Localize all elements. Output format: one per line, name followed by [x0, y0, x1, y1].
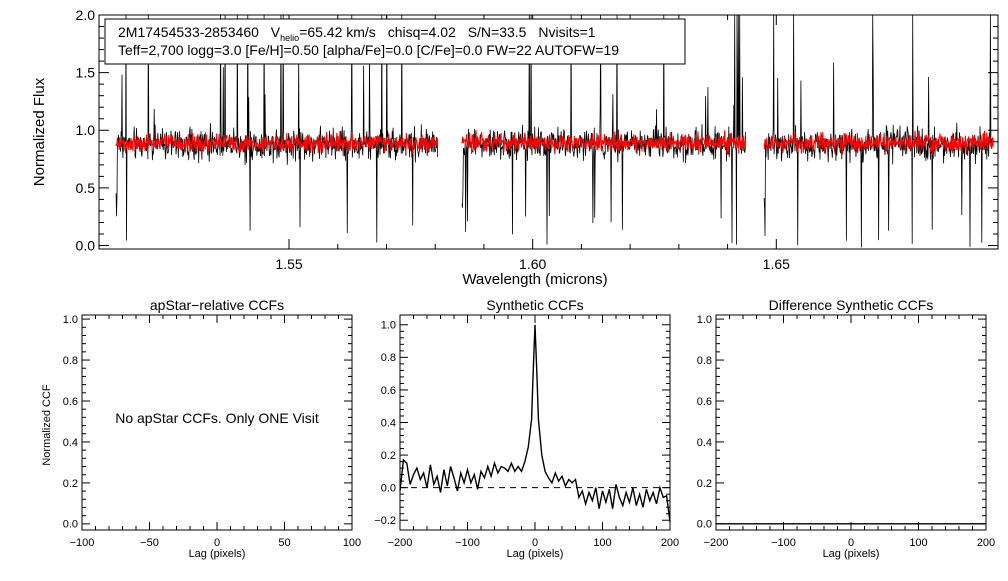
- y-tick-label: 1.0: [381, 320, 396, 332]
- legend-snr: S/N=33.5: [468, 24, 527, 40]
- spectrum-series-group: [115, 14, 994, 248]
- y-tick-label: 1.0: [76, 122, 96, 138]
- y-tick-label: 0.8: [63, 355, 78, 367]
- synthetic-x-label: Lag (pixels): [507, 548, 564, 560]
- apstar-title: apStar−relative CCFs: [150, 297, 284, 313]
- apstar-axis-ticks: −100 −50 0 50 100 0.0 0.2 0.4 0.6 0.8 1.0: [63, 314, 361, 549]
- spectrum-x-label: Wavelength (microns): [462, 271, 607, 288]
- spectrum-panel: 1.55 1.60 1.65 0.0 0.5 1.0 1.5 2.0 Normalized F…: [31, 7, 999, 288]
- x-tick-label: −100: [771, 537, 796, 549]
- difference-x-label: Lag (pixels): [823, 548, 880, 560]
- spectrum-plot-frame: [98, 14, 999, 250]
- observed-spectrum-line-chip-3: [763, 14, 994, 248]
- x-tick-label: 100: [343, 537, 361, 549]
- synthetic-axis-ticks: −200 −100 0 100 200 −0.2 0.0 0.2 0.4 0.6 0.8 1.0: [374, 315, 679, 549]
- y-tick-label: 0.6: [63, 396, 78, 408]
- y-tick-label: 1.0: [63, 314, 78, 326]
- y-tick-label: 0.0: [381, 483, 396, 495]
- synthetic-plot-frame: [399, 314, 671, 531]
- x-tick-label: 0: [848, 537, 854, 549]
- y-tick-label: 0.0: [697, 519, 712, 531]
- y-tick-label: 0.6: [697, 396, 712, 408]
- y-tick-label: 0.2: [381, 450, 396, 462]
- y-tick-label: 1.0: [697, 314, 712, 326]
- synthetic-title: Synthetic CCFs: [486, 297, 583, 313]
- y-tick-label: 0.4: [697, 437, 712, 449]
- model-spectrum-line-chip-3: [763, 130, 994, 155]
- x-tick-label: 100: [909, 537, 927, 549]
- y-tick-label: 0.8: [381, 352, 396, 364]
- y-tick-label: 0.6: [381, 385, 396, 397]
- x-tick-label: 50: [278, 537, 290, 549]
- x-tick-label: −200: [704, 537, 729, 549]
- legend-v-subscript: helio: [280, 33, 299, 43]
- y-tick-label: 0.0: [63, 519, 78, 531]
- synthetic-ccf-line: [399, 324, 671, 522]
- legend-frame: [104, 18, 686, 65]
- x-tick-label: 1.55: [275, 256, 302, 272]
- x-tick-label: −100: [455, 537, 480, 549]
- apstar-y-label: Normalized CCF: [41, 384, 53, 466]
- spectrum-legend-box: 2M17454533-2853460 Vhelio=65.42 km/s chi…: [104, 18, 686, 65]
- apstar-ccf-panel: apStar−relative CCFs −100 −50 0 50 100 0.0 0.2…: [41, 297, 361, 560]
- x-tick-label: 0: [214, 537, 220, 549]
- legend-star-id: 2M17454533-2853460: [118, 24, 259, 40]
- x-tick-label: 1.65: [763, 256, 790, 272]
- difference-ccf-panel: Difference Synthetic CCFs −200 −100 0 100 20…: [697, 297, 995, 560]
- x-tick-label: −100: [70, 537, 95, 549]
- difference-plot-frame: [715, 314, 987, 531]
- x-tick-label: 200: [661, 537, 679, 549]
- x-tick-label: −200: [388, 537, 413, 549]
- x-tick-label: 100: [593, 537, 611, 549]
- y-tick-label: 0.2: [697, 478, 712, 490]
- legend-v-value: =65.42 km/s: [299, 24, 376, 40]
- legend-line-1: 2M17454533-2853460 Vhelio=65.42 km/s chi…: [118, 24, 596, 43]
- model-spectrum-line-chip-2: [461, 130, 747, 156]
- y-tick-label: 0.5: [76, 180, 96, 196]
- y-tick-label: −0.2: [374, 515, 396, 527]
- y-tick-label: 0.4: [63, 437, 78, 449]
- x-tick-label: 200: [977, 537, 995, 549]
- legend-line-2: Teff=2,700 logg=3.0 [Fe/H]=0.50 [alpha/F…: [118, 42, 619, 58]
- apstar-no-data-note: No apStar CCFs. Only ONE Visit: [115, 410, 319, 426]
- legend-v-label: V: [271, 24, 281, 40]
- model-spectrum-line-chip-1: [115, 131, 439, 157]
- legend-nvisits: Nvisits=1: [538, 24, 595, 40]
- y-tick-label: 0.2: [63, 478, 78, 490]
- y-tick-label: 1.5: [76, 65, 96, 81]
- y-tick-label: 0.8: [697, 355, 712, 367]
- difference-axis-ticks: −200 −100 0 100 200 0.0 0.2 0.4 0.6 0.8 1.0: [697, 314, 995, 549]
- spectrum-y-label: Normalized Flux: [31, 77, 48, 186]
- y-tick-label: 0.0: [76, 237, 96, 253]
- x-tick-label: 0: [532, 537, 538, 549]
- apstar-x-label: Lag (pixels): [189, 548, 246, 560]
- x-tick-label: −50: [140, 537, 159, 549]
- synthetic-ccf-panel: Synthetic CCFs −200 −100 0 100 200 −0.2 0.0 0.2…: [374, 297, 679, 560]
- legend-chisq: chisq=4.02: [388, 24, 456, 40]
- x-tick-label: 1.60: [519, 256, 546, 272]
- difference-title: Difference Synthetic CCFs: [769, 297, 934, 313]
- y-tick-label: 2.0: [76, 7, 96, 23]
- y-tick-label: 0.4: [381, 417, 396, 429]
- synthetic-series-group: [399, 324, 671, 522]
